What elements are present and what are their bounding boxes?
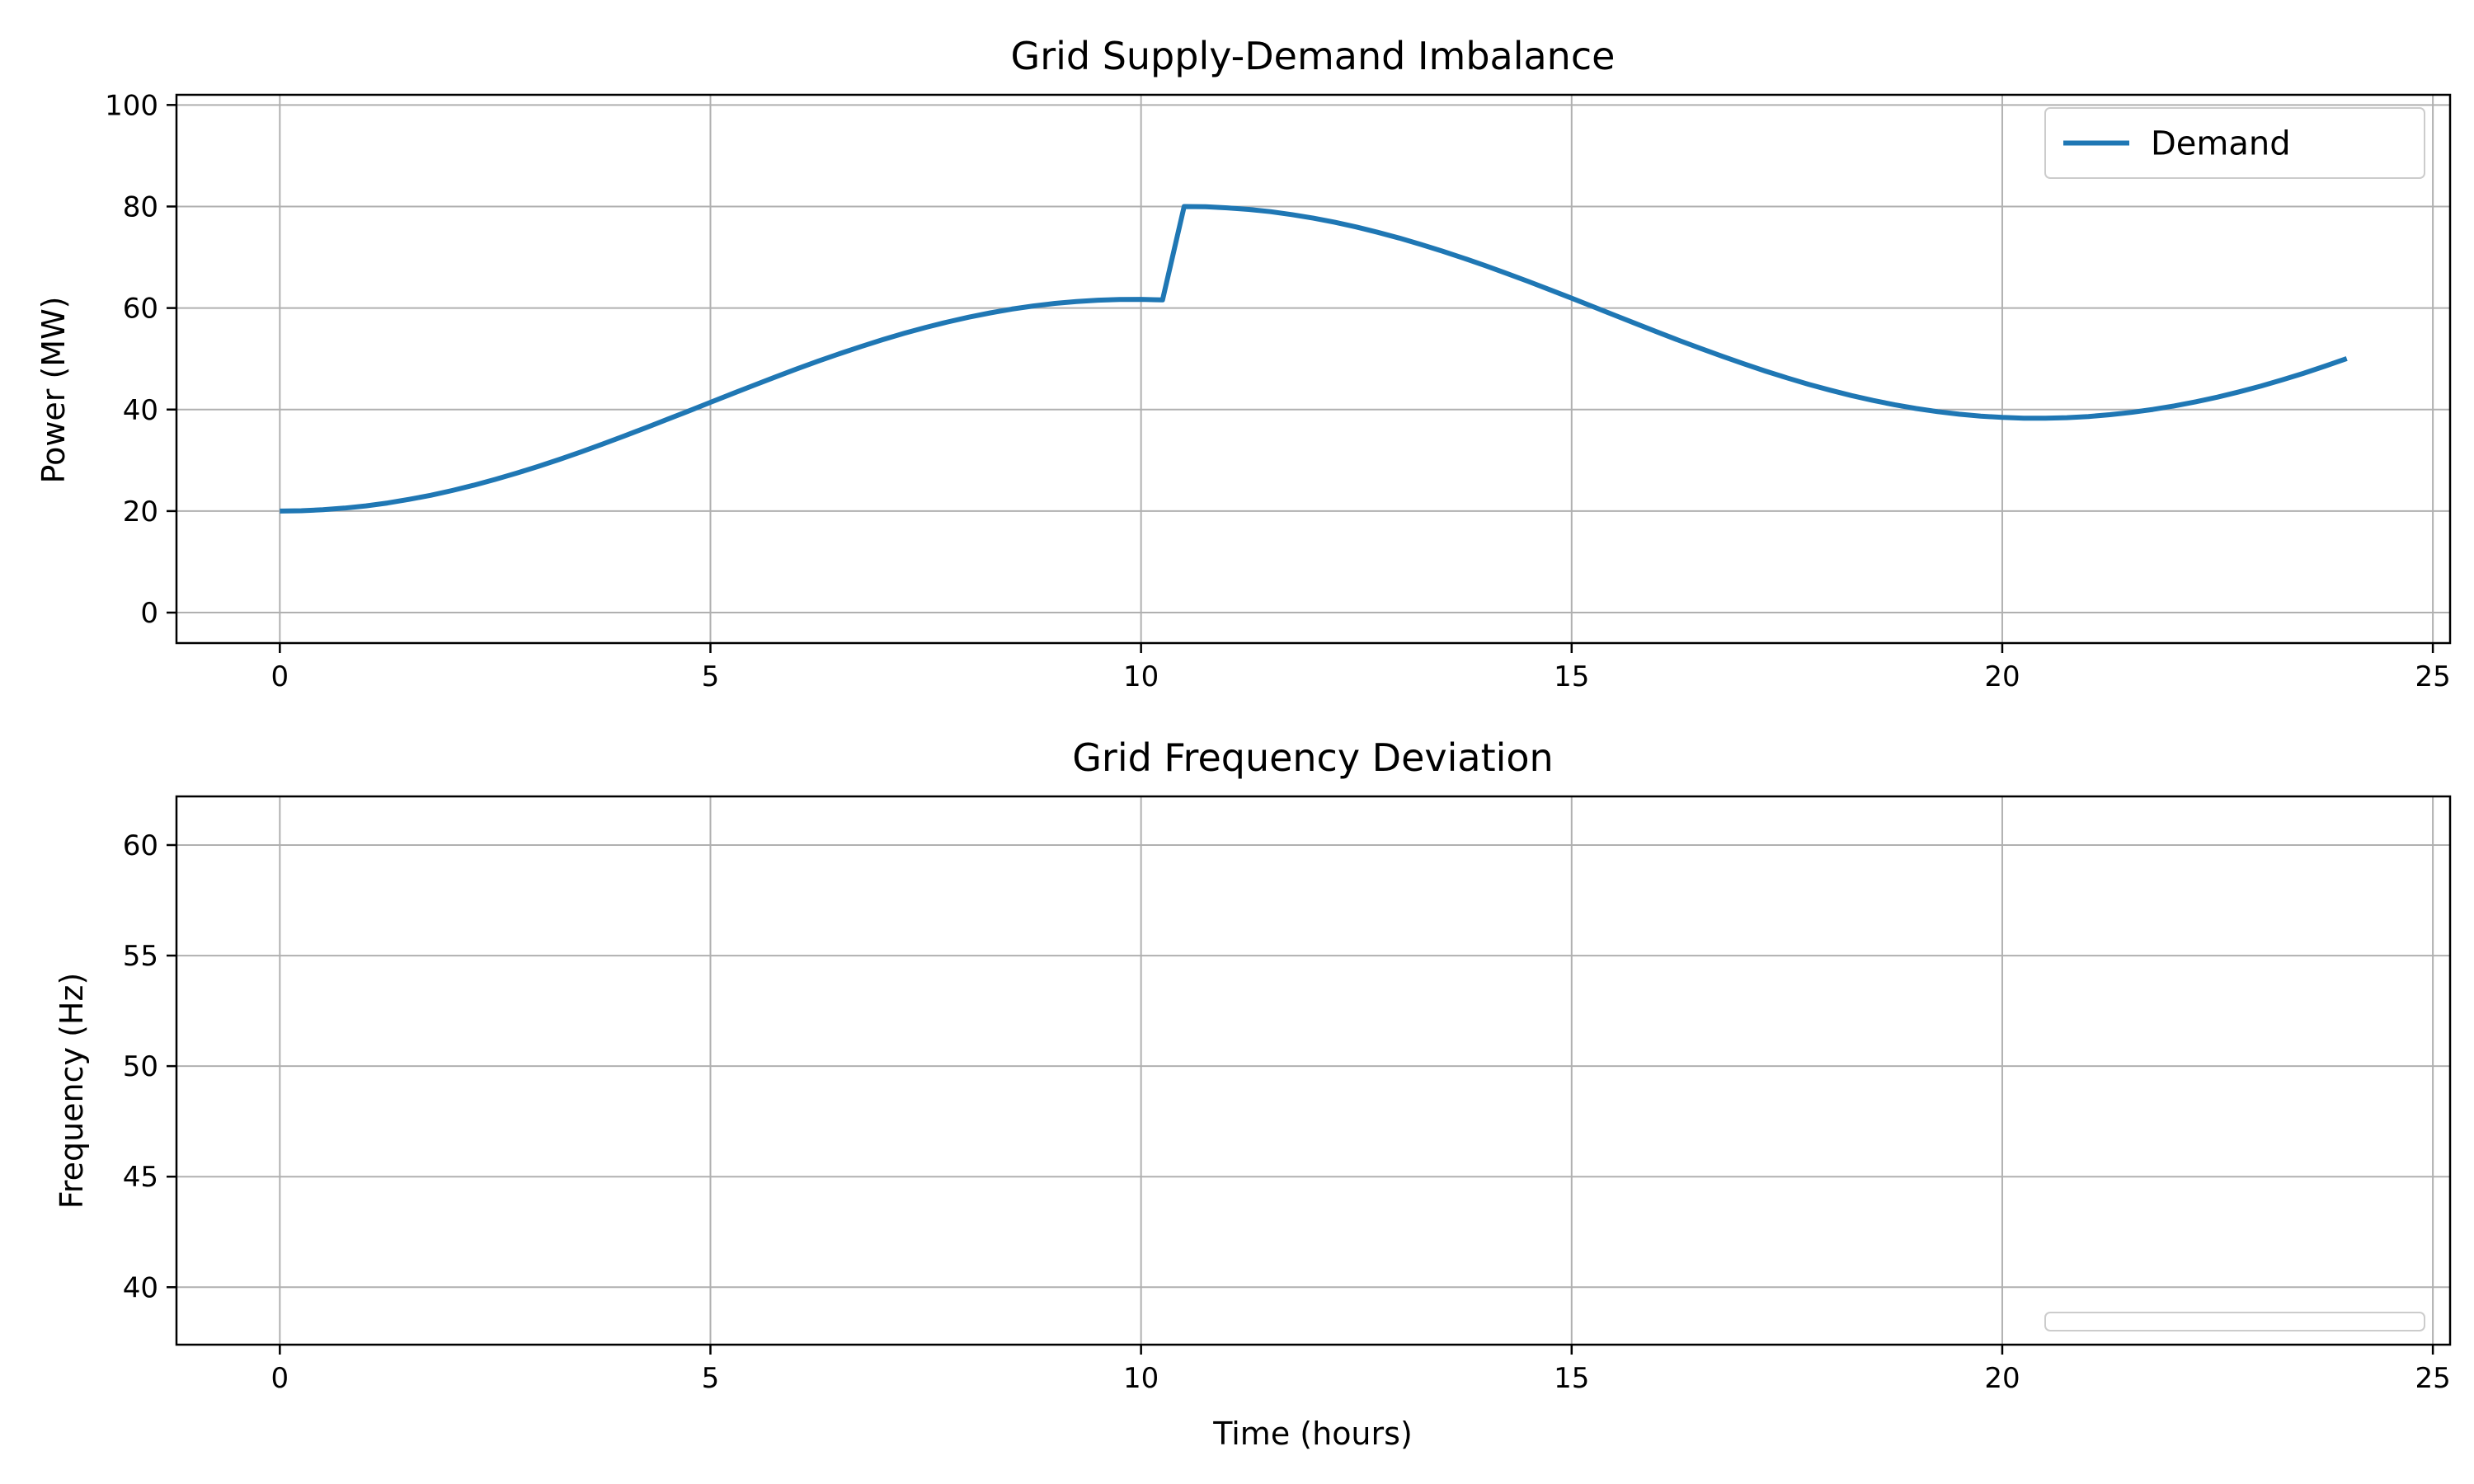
power-chart-series — [280, 204, 2348, 514]
power-chart-legend: Demand — [2044, 107, 2425, 179]
y-tick-label: 40 — [123, 394, 158, 427]
power-chart-ticks: 0 5 10 15 20 25 0 20 40 60 80 100 — [105, 89, 2451, 693]
y-tick-label: 55 — [123, 940, 158, 973]
y-tick-label: 20 — [123, 495, 158, 528]
y-tick-label: 60 — [123, 829, 158, 862]
frequency-chart-frame — [175, 795, 2452, 1346]
y-tick-label: 60 — [123, 293, 158, 326]
power-chart-frame — [175, 93, 2452, 645]
frequency-chart-grid — [176, 796, 2450, 1345]
x-tick-label: 10 — [1123, 660, 1159, 693]
y-tick-label: 40 — [123, 1271, 158, 1304]
x-tick-label: 0 — [270, 1362, 289, 1395]
y-tick-label: 100 — [105, 89, 158, 122]
frequency-chart: Grid Frequency Deviation Frequency (Hz) … — [54, 735, 2452, 1452]
frequency-chart-ylabel: Frequency (Hz) — [54, 973, 90, 1209]
x-tick-label: 10 — [1123, 1362, 1159, 1395]
series-line-demand — [280, 204, 2348, 514]
y-tick-label: 0 — [140, 597, 158, 630]
y-tick-label: 50 — [123, 1050, 158, 1083]
x-tick-label: 0 — [270, 660, 289, 693]
power-chart-grid — [176, 95, 2450, 643]
y-tick-label: 45 — [123, 1161, 158, 1194]
legend-label: Demand — [2151, 125, 2291, 163]
legend-box — [2044, 107, 2425, 179]
frequency-chart-ticks: 0 5 10 15 20 25 40 45 50 55 60 — [123, 829, 2451, 1395]
power-chart-ylabel: Power (MW) — [35, 297, 72, 484]
x-tick-label: 25 — [2415, 1362, 2450, 1395]
frequency-chart-title: Grid Frequency Deviation — [1072, 735, 1553, 780]
x-tick-label: 5 — [702, 660, 720, 693]
power-chart: Grid Supply-Demand Imbalance Power (MW) … — [35, 34, 2452, 693]
frequency-chart-xlabel: Time (hours) — [1212, 1416, 1413, 1452]
x-tick-label: 5 — [702, 1362, 720, 1395]
y-tick-label: 80 — [123, 190, 158, 223]
power-chart-title: Grid Supply-Demand Imbalance — [1011, 34, 1616, 78]
x-tick-label: 25 — [2415, 660, 2450, 693]
x-tick-label: 20 — [1984, 1362, 2020, 1395]
x-tick-label: 15 — [1554, 1362, 1589, 1395]
frequency-chart-legend — [2044, 1312, 2425, 1331]
x-tick-label: 20 — [1984, 660, 2020, 693]
x-tick-label: 15 — [1554, 660, 1589, 693]
legend-box — [2044, 1312, 2425, 1331]
